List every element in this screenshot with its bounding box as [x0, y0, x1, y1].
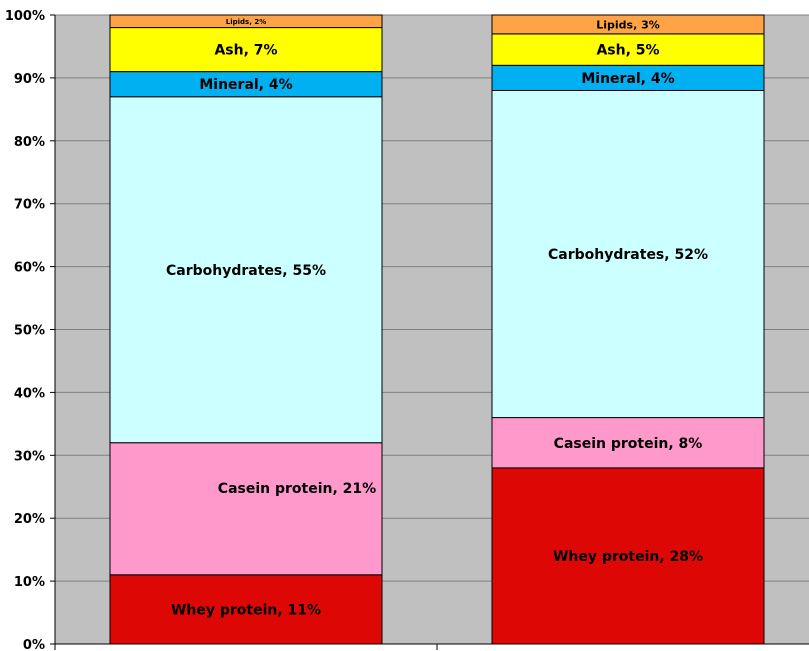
bar-segment-mineral: [109, 71, 383, 98]
y-tick-label: 10%: [14, 575, 45, 590]
bar-segment-carbs: [109, 96, 383, 444]
y-tick-label: 30%: [14, 449, 45, 464]
bar-segment-ash: [109, 27, 383, 73]
data-label-whey: Whey protein, 28%: [553, 549, 703, 565]
bars: [109, 14, 765, 645]
y-tick-label: 100%: [5, 9, 45, 24]
data-label-ash: Ash, 5%: [596, 43, 659, 59]
data-label-whey: Whey protein, 11%: [171, 602, 321, 618]
data-label-carbs: Carbohydrates, 55%: [166, 263, 326, 279]
bar-segment-ash: [491, 33, 765, 66]
data-label-lipids: Lipids, 3%: [596, 18, 660, 31]
y-tick-label: 0%: [23, 638, 45, 651]
data-label-mineral: Mineral, 4%: [581, 71, 674, 87]
y-tick-label: 20%: [14, 512, 45, 527]
y-tick-label: 50%: [14, 324, 45, 339]
bar-segment-carbs: [491, 89, 765, 419]
y-tick-label: 40%: [14, 386, 45, 401]
data-label-ash: Ash, 7%: [214, 43, 277, 59]
bar-segment-casein: [109, 442, 383, 576]
data-label-casein: Casein protein, 21%: [218, 481, 376, 497]
bar-segment-lipids: [109, 14, 383, 29]
data-label-mineral: Mineral, 4%: [199, 77, 292, 93]
bar-segment-whey: [109, 574, 383, 645]
bar-segment-whey: [491, 467, 765, 645]
data-label-lipids: Lipids, 2%: [226, 18, 266, 26]
y-tick-label: 70%: [14, 198, 45, 213]
y-axis: 0% 10% 20% 30% 40% 50% 60% 70% 80% 90% 100%: [5, 9, 809, 651]
data-label-casein: Casein protein, 8%: [554, 436, 703, 452]
y-tick-label: 60%: [14, 261, 45, 276]
data-label-carbs: Carbohydrates, 52%: [548, 247, 708, 263]
y-tick-label: 90%: [14, 72, 45, 87]
bar-segment-mineral: [491, 64, 765, 91]
y-tick-label: 80%: [14, 135, 45, 150]
bar-segment-lipids: [491, 14, 765, 35]
segment-labels: Whey protein, 11% Casein protein, 21% Carb…: [166, 18, 708, 619]
